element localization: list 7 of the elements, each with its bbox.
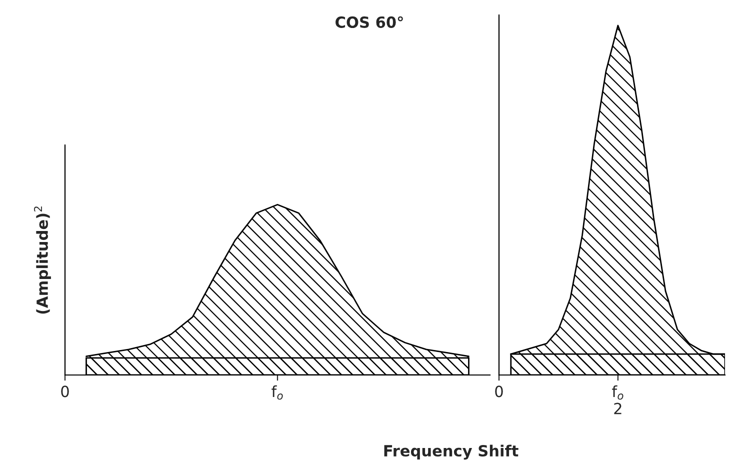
chart-title: COS 60° bbox=[336, 16, 403, 28]
y-axis-title: (Amplitude)$^{2}$ bbox=[34, 206, 51, 314]
x-tick-label: f$_{o}$ bbox=[272, 385, 283, 400]
x-tick-label: f$_{o}$ 2 bbox=[612, 385, 624, 414]
x-tick-label: 0 bbox=[61, 386, 69, 398]
x-axis-title: Frequency Shift bbox=[384, 444, 518, 460]
x-tick-label: 0 bbox=[495, 386, 503, 398]
